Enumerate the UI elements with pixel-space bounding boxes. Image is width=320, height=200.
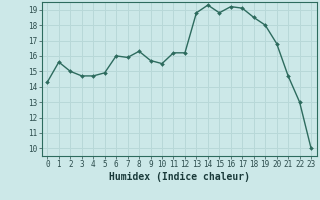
X-axis label: Humidex (Indice chaleur): Humidex (Indice chaleur) (109, 172, 250, 182)
